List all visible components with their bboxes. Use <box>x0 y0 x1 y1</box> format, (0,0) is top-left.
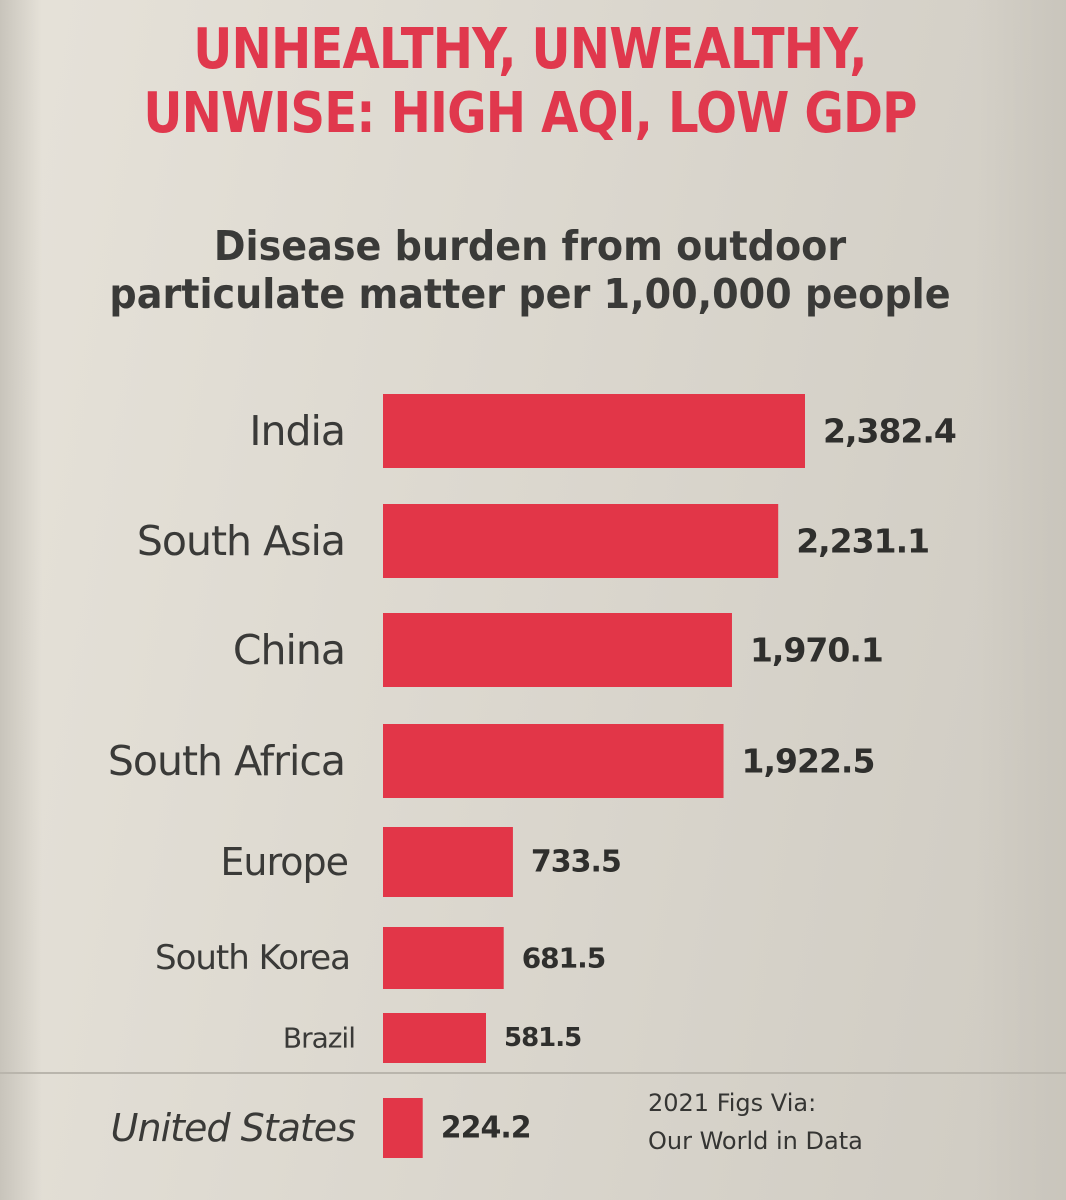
bar-chart: India 2,382.4 South Asia 2,231.1 China 1,970.… <box>108 394 957 1158</box>
column-rule-line <box>0 1072 1066 1074</box>
bar-south-korea <box>383 927 504 989</box>
value-label-united-states: 224.2 <box>441 1111 531 1146</box>
category-label-europe: Europe <box>220 840 348 884</box>
bar-europe <box>383 827 513 897</box>
headline-line-1: UNHEALTHY, UNWEALTHY, <box>193 17 867 82</box>
subtitle-line-2: particulate matter per 1,00,000 people <box>109 270 951 318</box>
bar-brazil <box>383 1013 487 1063</box>
bar-india <box>383 394 805 468</box>
value-label-brazil: 581.5 <box>504 1023 581 1053</box>
category-label-united-states: United States <box>111 1106 356 1150</box>
category-label-china: China <box>233 626 345 674</box>
subtitle-line-1: Disease burden from outdoor <box>213 222 847 270</box>
category-label-brazil: Brazil <box>283 1022 355 1055</box>
category-label-south-asia: South Asia <box>137 517 345 565</box>
category-label-south-korea: South Korea <box>155 938 350 978</box>
bar-china <box>383 613 732 687</box>
headline-line-2: UNWISE: HIGH AQI, LOW GDP <box>143 81 917 146</box>
page-shadow-left <box>0 0 42 1200</box>
source-footnote: 2021 Figs Via: Our World in Data <box>648 1084 908 1160</box>
page-shadow-right <box>976 0 1066 1200</box>
chart-headline: UNHEALTHY, UNWEALTHY, UNWISE: HIGH AQI, … <box>91 18 968 146</box>
value-label-south-korea: 681.5 <box>522 942 606 975</box>
value-label-south-africa: 1,922.5 <box>742 742 875 781</box>
category-label-india: India <box>249 407 345 455</box>
value-label-china: 1,970.1 <box>750 631 883 670</box>
source-line-1: 2021 Figs Via: <box>648 1089 817 1117</box>
value-label-europe: 733.5 <box>531 845 621 880</box>
chart-subtitle: Disease burden from outdoor particulate … <box>56 222 1005 318</box>
bar-united-states <box>383 1098 423 1158</box>
source-line-2: Our World in Data <box>648 1127 863 1155</box>
value-label-india: 2,382.4 <box>823 412 956 451</box>
value-label-south-asia: 2,231.1 <box>796 522 929 561</box>
bar-south-asia <box>383 504 779 578</box>
category-label-south-africa: South Africa <box>108 737 345 785</box>
bar-south-africa <box>383 724 724 798</box>
